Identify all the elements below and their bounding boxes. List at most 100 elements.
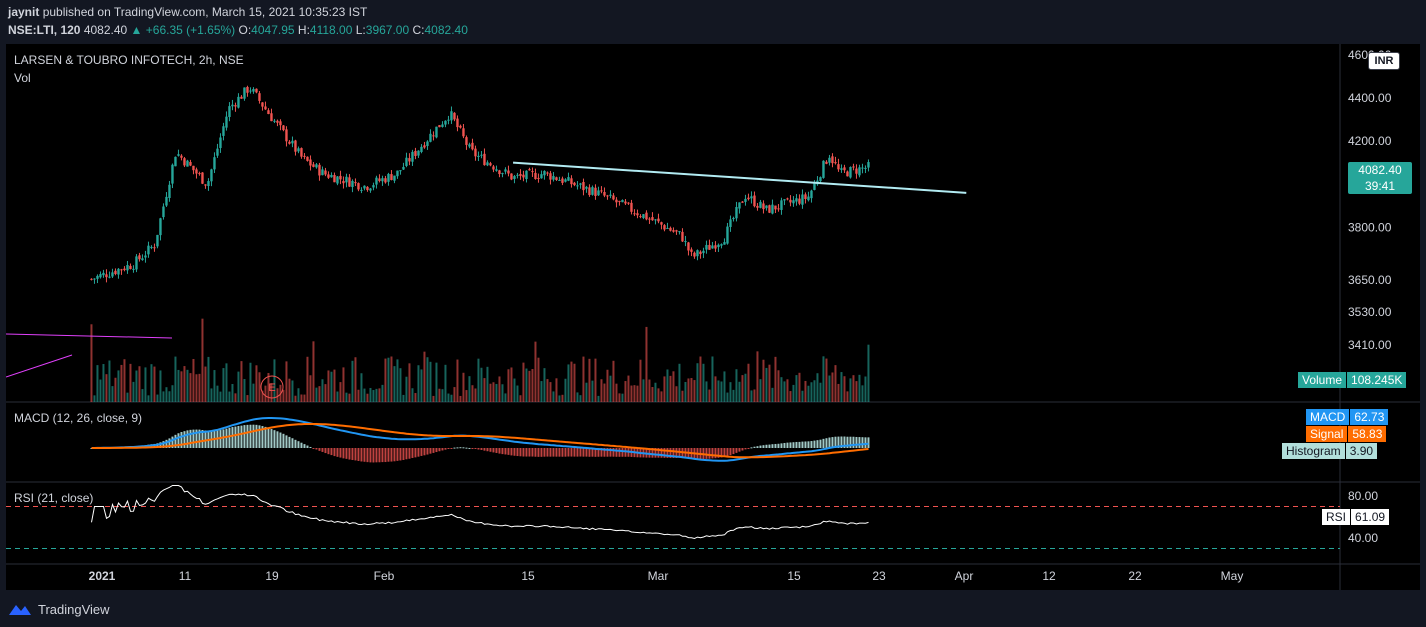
- macd-histogram-bar: [357, 448, 360, 461]
- macd-histogram-bar: [174, 434, 177, 448]
- candle-body: [861, 167, 864, 169]
- candle-body: [198, 173, 201, 175]
- volume-bar: [336, 391, 339, 402]
- macd-histogram-bar: [576, 448, 579, 457]
- candle-body: [624, 201, 627, 204]
- macd-histogram-bar: [162, 441, 165, 448]
- rsi-badge-name: RSI: [1322, 509, 1351, 525]
- candle-body: [849, 166, 852, 178]
- volume-bar: [234, 393, 237, 402]
- volume-bar: [573, 363, 576, 402]
- macd-histogram-bar: [651, 448, 654, 458]
- candle-body: [339, 175, 342, 180]
- candle-body: [372, 185, 375, 188]
- candle-body: [267, 110, 270, 115]
- candle-body: [279, 121, 282, 126]
- candle-body: [810, 190, 813, 199]
- macd-histogram-bar: [378, 448, 381, 463]
- candle-body: [168, 184, 171, 199]
- macd-histogram-bar: [723, 448, 726, 457]
- volume-bar: [606, 369, 609, 402]
- candle-body: [831, 156, 834, 164]
- chart-canvas[interactable]: 4600.004400.004200.004000.003800.003650.…: [6, 44, 1420, 590]
- time-axis-tick: 23: [872, 569, 886, 583]
- volume-bar: [159, 370, 162, 402]
- footer-brand[interactable]: TradingView: [8, 600, 110, 618]
- chart-frame[interactable]: 4600.004400.004200.004000.003800.003650.…: [6, 44, 1420, 590]
- candle-body: [579, 183, 582, 185]
- macd-histogram-bar: [813, 440, 816, 448]
- macd-histogram-bar: [738, 448, 741, 452]
- macd-histogram-bar: [864, 437, 867, 448]
- earnings-marker[interactable]: E: [260, 375, 284, 399]
- volume-bar: [438, 388, 441, 402]
- volume-bar: [255, 365, 258, 402]
- macd-histogram-bar: [852, 436, 855, 448]
- candle-body: [684, 241, 687, 243]
- volume-bar: [717, 380, 720, 402]
- candle-body: [744, 198, 747, 202]
- volume-bar: [627, 375, 630, 402]
- volume-bar: [114, 377, 117, 402]
- time-axis-tick: 12: [1042, 569, 1056, 583]
- macd-histogram-bar: [243, 425, 246, 448]
- macd-badge: MACD 62.73: [1306, 409, 1389, 425]
- candle-body: [594, 187, 597, 196]
- candle-body: [714, 245, 717, 249]
- candle-body: [117, 268, 120, 275]
- volume-bar: [516, 385, 519, 402]
- macd-histogram-bar: [561, 448, 564, 457]
- volume-bar: [543, 368, 546, 402]
- high-label: H:: [297, 23, 310, 37]
- candle-body: [225, 116, 228, 128]
- volume-bar: [810, 382, 813, 402]
- candle-body: [735, 207, 738, 219]
- volume-bar: [822, 356, 825, 402]
- candle-body: [783, 199, 786, 201]
- volume-bar: [201, 318, 204, 402]
- macd-histogram-bar: [456, 447, 459, 449]
- candle-body: [840, 168, 843, 170]
- candle-body: [414, 150, 417, 156]
- price-axis-tick: 3650.00: [1348, 273, 1392, 287]
- volume-bar: [825, 358, 828, 402]
- volume-badge-value: 108.245K: [1347, 372, 1407, 388]
- macd-histogram-bar: [792, 442, 795, 448]
- brand-name: TradingView: [38, 601, 110, 617]
- macd-histogram-bar: [189, 429, 192, 448]
- currency-button[interactable]: INR: [1368, 52, 1400, 70]
- macd-histogram-bar: [846, 436, 849, 448]
- volume-bar: [117, 370, 120, 402]
- volume-bar: [789, 391, 792, 402]
- volume-bar: [432, 395, 435, 402]
- trendline[interactable]: [512, 161, 967, 194]
- volume-bar: [468, 376, 471, 402]
- volume-bar: [816, 373, 819, 402]
- volume-bar: [276, 388, 279, 402]
- macd-histogram-bar: [606, 448, 609, 457]
- time-axis-tick: 2021: [89, 569, 116, 583]
- rsi-axis-tick: 40.00: [1348, 531, 1378, 545]
- volume-bar: [783, 381, 786, 402]
- volume-bar: [633, 385, 636, 402]
- author-name: jaynit: [8, 5, 40, 19]
- price-axis-tick: 3800.00: [1348, 220, 1392, 234]
- volume-bar: [477, 358, 480, 402]
- volume-bar: [378, 388, 381, 402]
- macd-histogram-bar: [603, 448, 606, 457]
- volume-bar: [660, 391, 663, 402]
- macd-histogram-bar: [585, 448, 588, 457]
- macd-histogram-bar: [609, 448, 612, 457]
- volume-bar: [576, 392, 579, 402]
- volume-bar: [93, 395, 96, 402]
- candle-body: [120, 269, 123, 271]
- candle-body: [477, 155, 480, 158]
- macd-histogram-bar: [756, 446, 759, 448]
- macd-histogram-bar: [543, 448, 546, 457]
- volume-bar: [732, 389, 735, 402]
- macd-histogram-bar: [327, 448, 330, 455]
- price-axis-tick: 3530.00: [1348, 305, 1392, 319]
- macd-histogram-bar: [435, 448, 438, 453]
- macd-histogram-bar: [351, 448, 354, 461]
- candle-body: [705, 244, 708, 250]
